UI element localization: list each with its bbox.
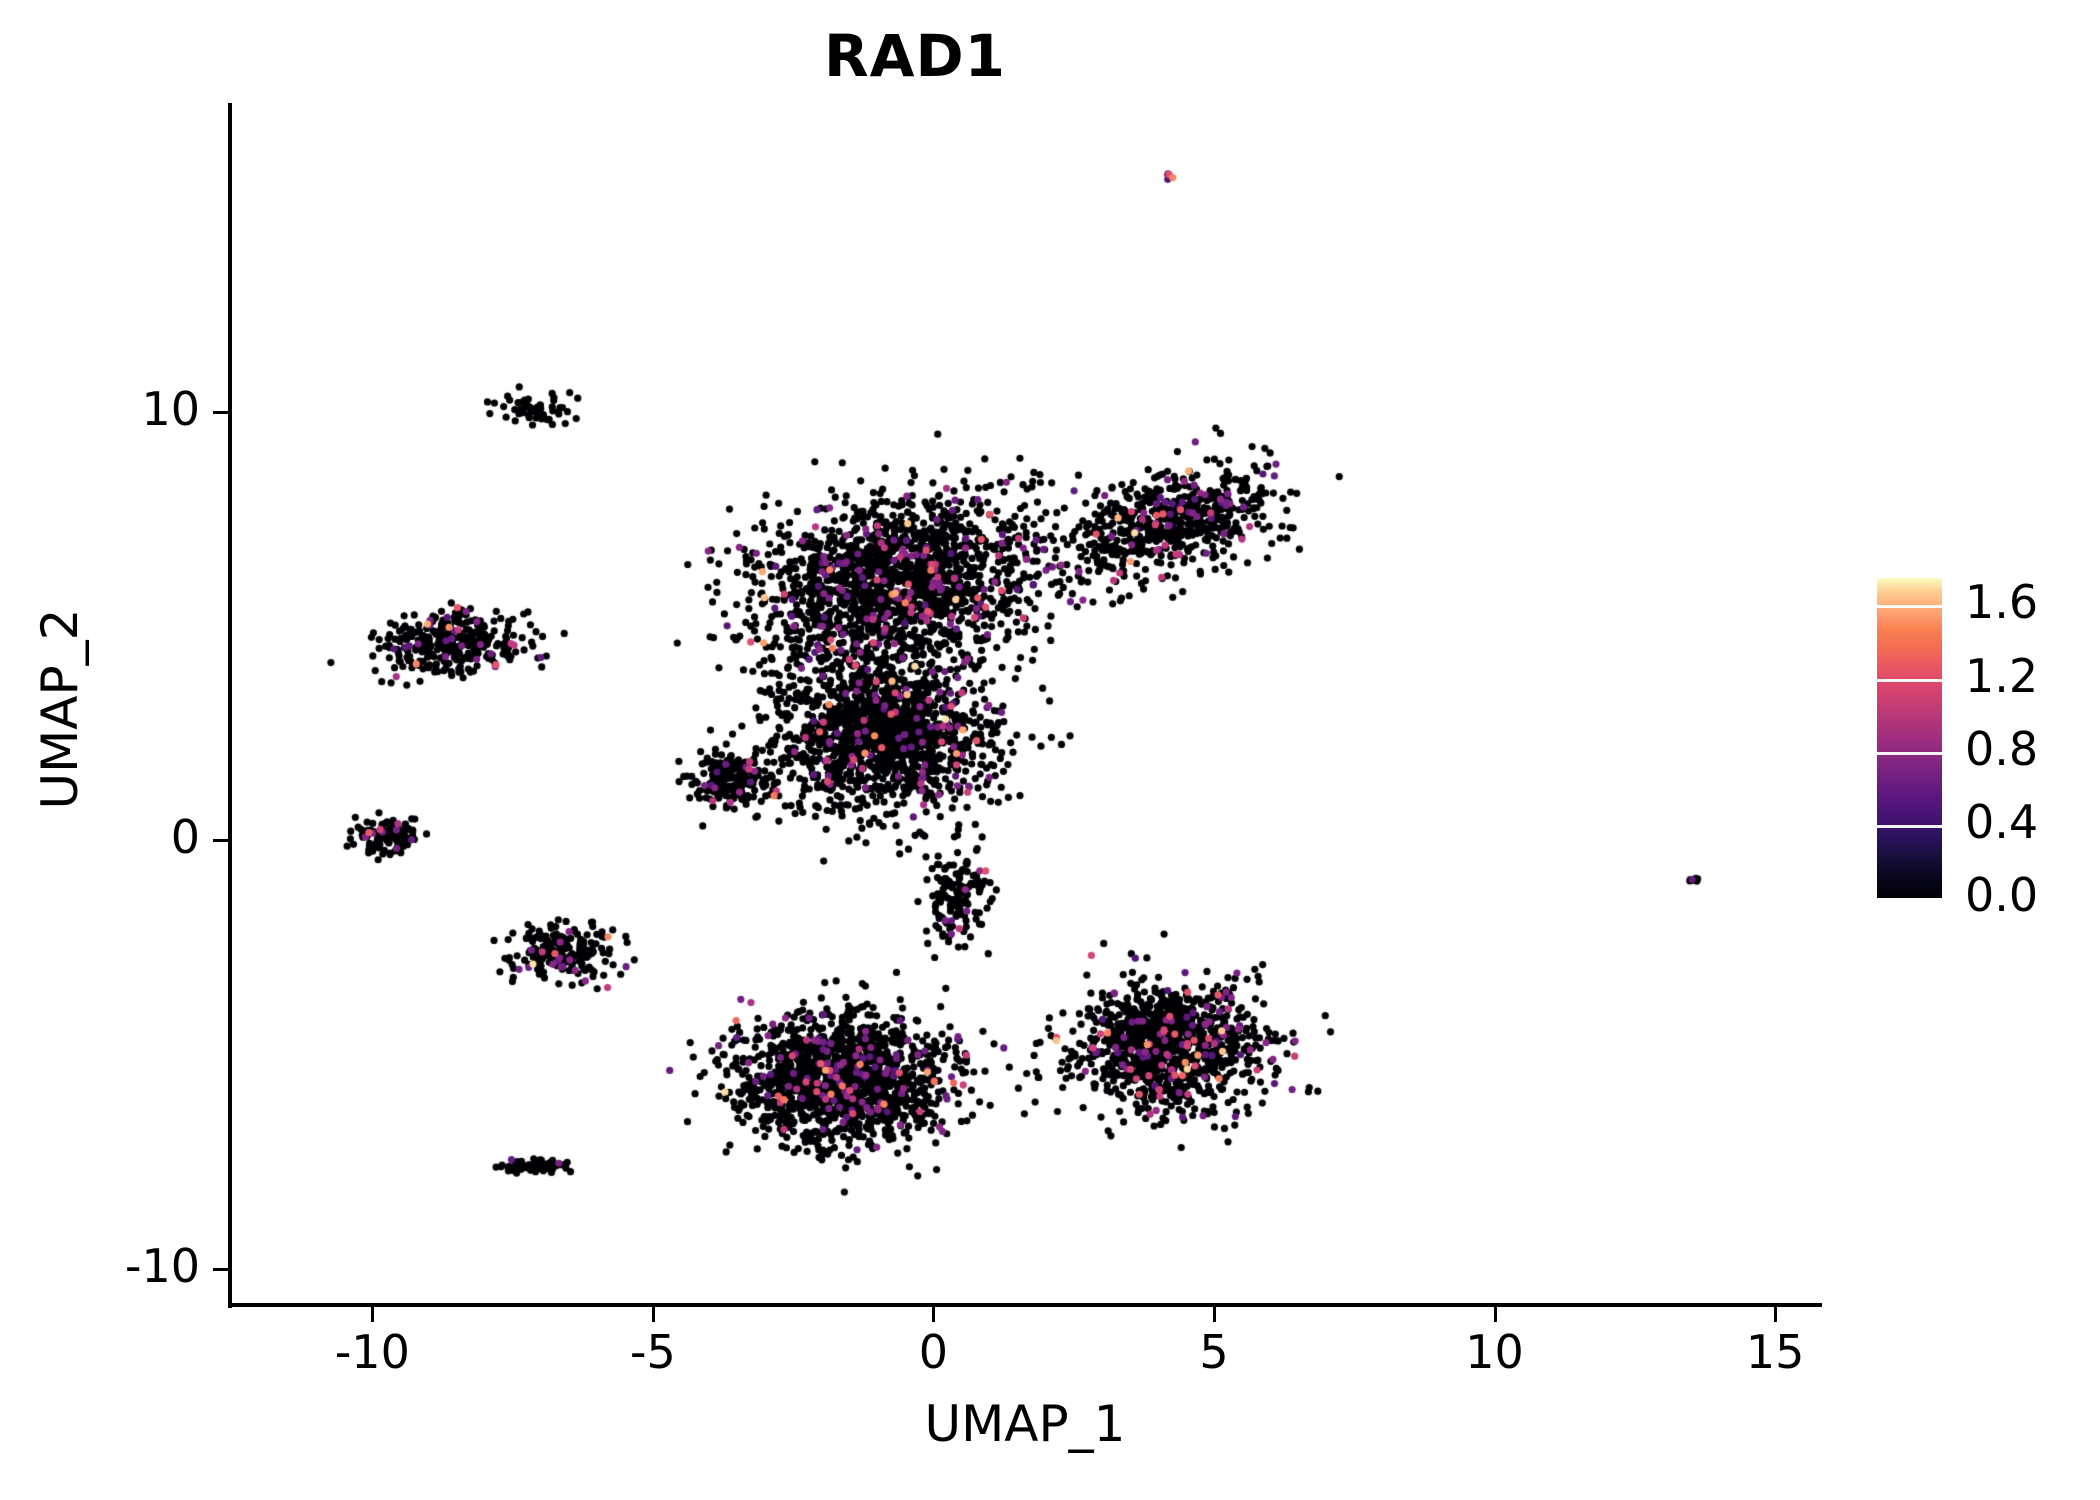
colorbar: 0.0 0.4 0.8 1.2 1.6 [1877, 575, 2097, 922]
colorbar-tick-mark [1877, 605, 1942, 609]
x-axis-label: UMAP_1 [924, 1395, 1126, 1453]
y-tick-mark [213, 1267, 228, 1271]
x-tick-mark [1493, 1307, 1497, 1322]
x-tick-mark [932, 1307, 936, 1322]
x-tick-mark [1774, 1307, 1778, 1322]
colorbar-tick-label: 1.2 [1965, 648, 2039, 703]
y-tick-label: 0 [170, 810, 200, 865]
y-tick-mark [213, 410, 228, 414]
colorbar-gradient [1877, 578, 1942, 898]
colorbar-tick-label: 1.6 [1965, 575, 2039, 630]
colorbar-tick-label: 0.8 [1965, 721, 2039, 776]
x-tick-mark [1212, 1307, 1216, 1322]
scatter-plot-canvas [232, 103, 1820, 1303]
x-tick-mark [651, 1307, 655, 1322]
y-tick-label: 10 [141, 381, 200, 436]
colorbar-tick-mark [1877, 824, 1942, 828]
x-tick-label: 0 [918, 1325, 949, 1379]
colorbar-tick-mark [1877, 678, 1942, 682]
colorbar-tick-label: 0.4 [1965, 794, 2039, 849]
colorbar-tick-label: 0.0 [1965, 868, 2039, 922]
x-tick-label: 10 [1465, 1325, 1524, 1379]
x-tick-label: -5 [629, 1325, 676, 1379]
x-axis-spine [228, 1303, 1822, 1307]
x-tick-label: -10 [334, 1325, 410, 1379]
page-title: RAD1 [823, 22, 1007, 90]
x-tick-label: 15 [1745, 1325, 1805, 1379]
y-axis-label: UMAP_2 [31, 608, 89, 810]
x-tick-mark [371, 1307, 375, 1322]
colorbar-tick-mark [1877, 751, 1942, 755]
x-tick-label: 5 [1199, 1325, 1229, 1379]
y-tick-mark [213, 839, 228, 843]
y-axis-spine [228, 103, 232, 1308]
y-tick-label: -10 [124, 1238, 200, 1293]
